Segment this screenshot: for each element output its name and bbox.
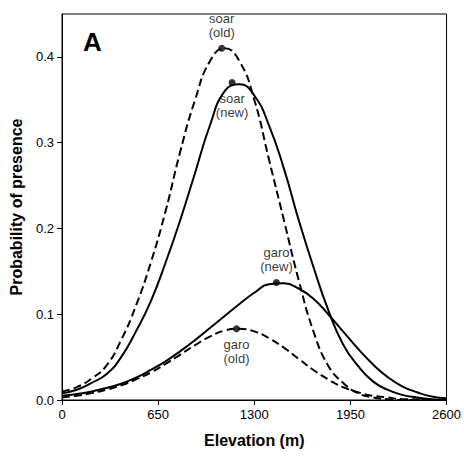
svg-text:0.4: 0.4 — [36, 49, 54, 64]
svg-text:0.3: 0.3 — [36, 135, 54, 150]
svg-text:0.1: 0.1 — [36, 307, 54, 322]
svg-text:0: 0 — [58, 407, 65, 422]
svg-text:garo: garo — [224, 337, 250, 352]
svg-text:650: 650 — [147, 407, 169, 422]
svg-text:2600: 2600 — [432, 407, 461, 422]
svg-text:garo: garo — [263, 245, 289, 260]
svg-text:(new): (new) — [216, 105, 249, 120]
svg-text:0.2: 0.2 — [36, 221, 54, 236]
svg-text:0.0: 0.0 — [36, 393, 54, 408]
svg-text:1950: 1950 — [336, 407, 365, 422]
svg-text:Probability of presence: Probability of presence — [8, 118, 25, 295]
svg-text:(old): (old) — [224, 351, 250, 366]
svg-text:1300: 1300 — [240, 407, 269, 422]
svg-text:(old): (old) — [209, 25, 235, 40]
svg-text:Elevation (m): Elevation (m) — [204, 432, 304, 449]
svg-text:(new): (new) — [260, 259, 293, 274]
svg-text:A: A — [83, 27, 102, 57]
svg-text:soar: soar — [219, 91, 245, 106]
svg-text:soar: soar — [209, 11, 235, 26]
